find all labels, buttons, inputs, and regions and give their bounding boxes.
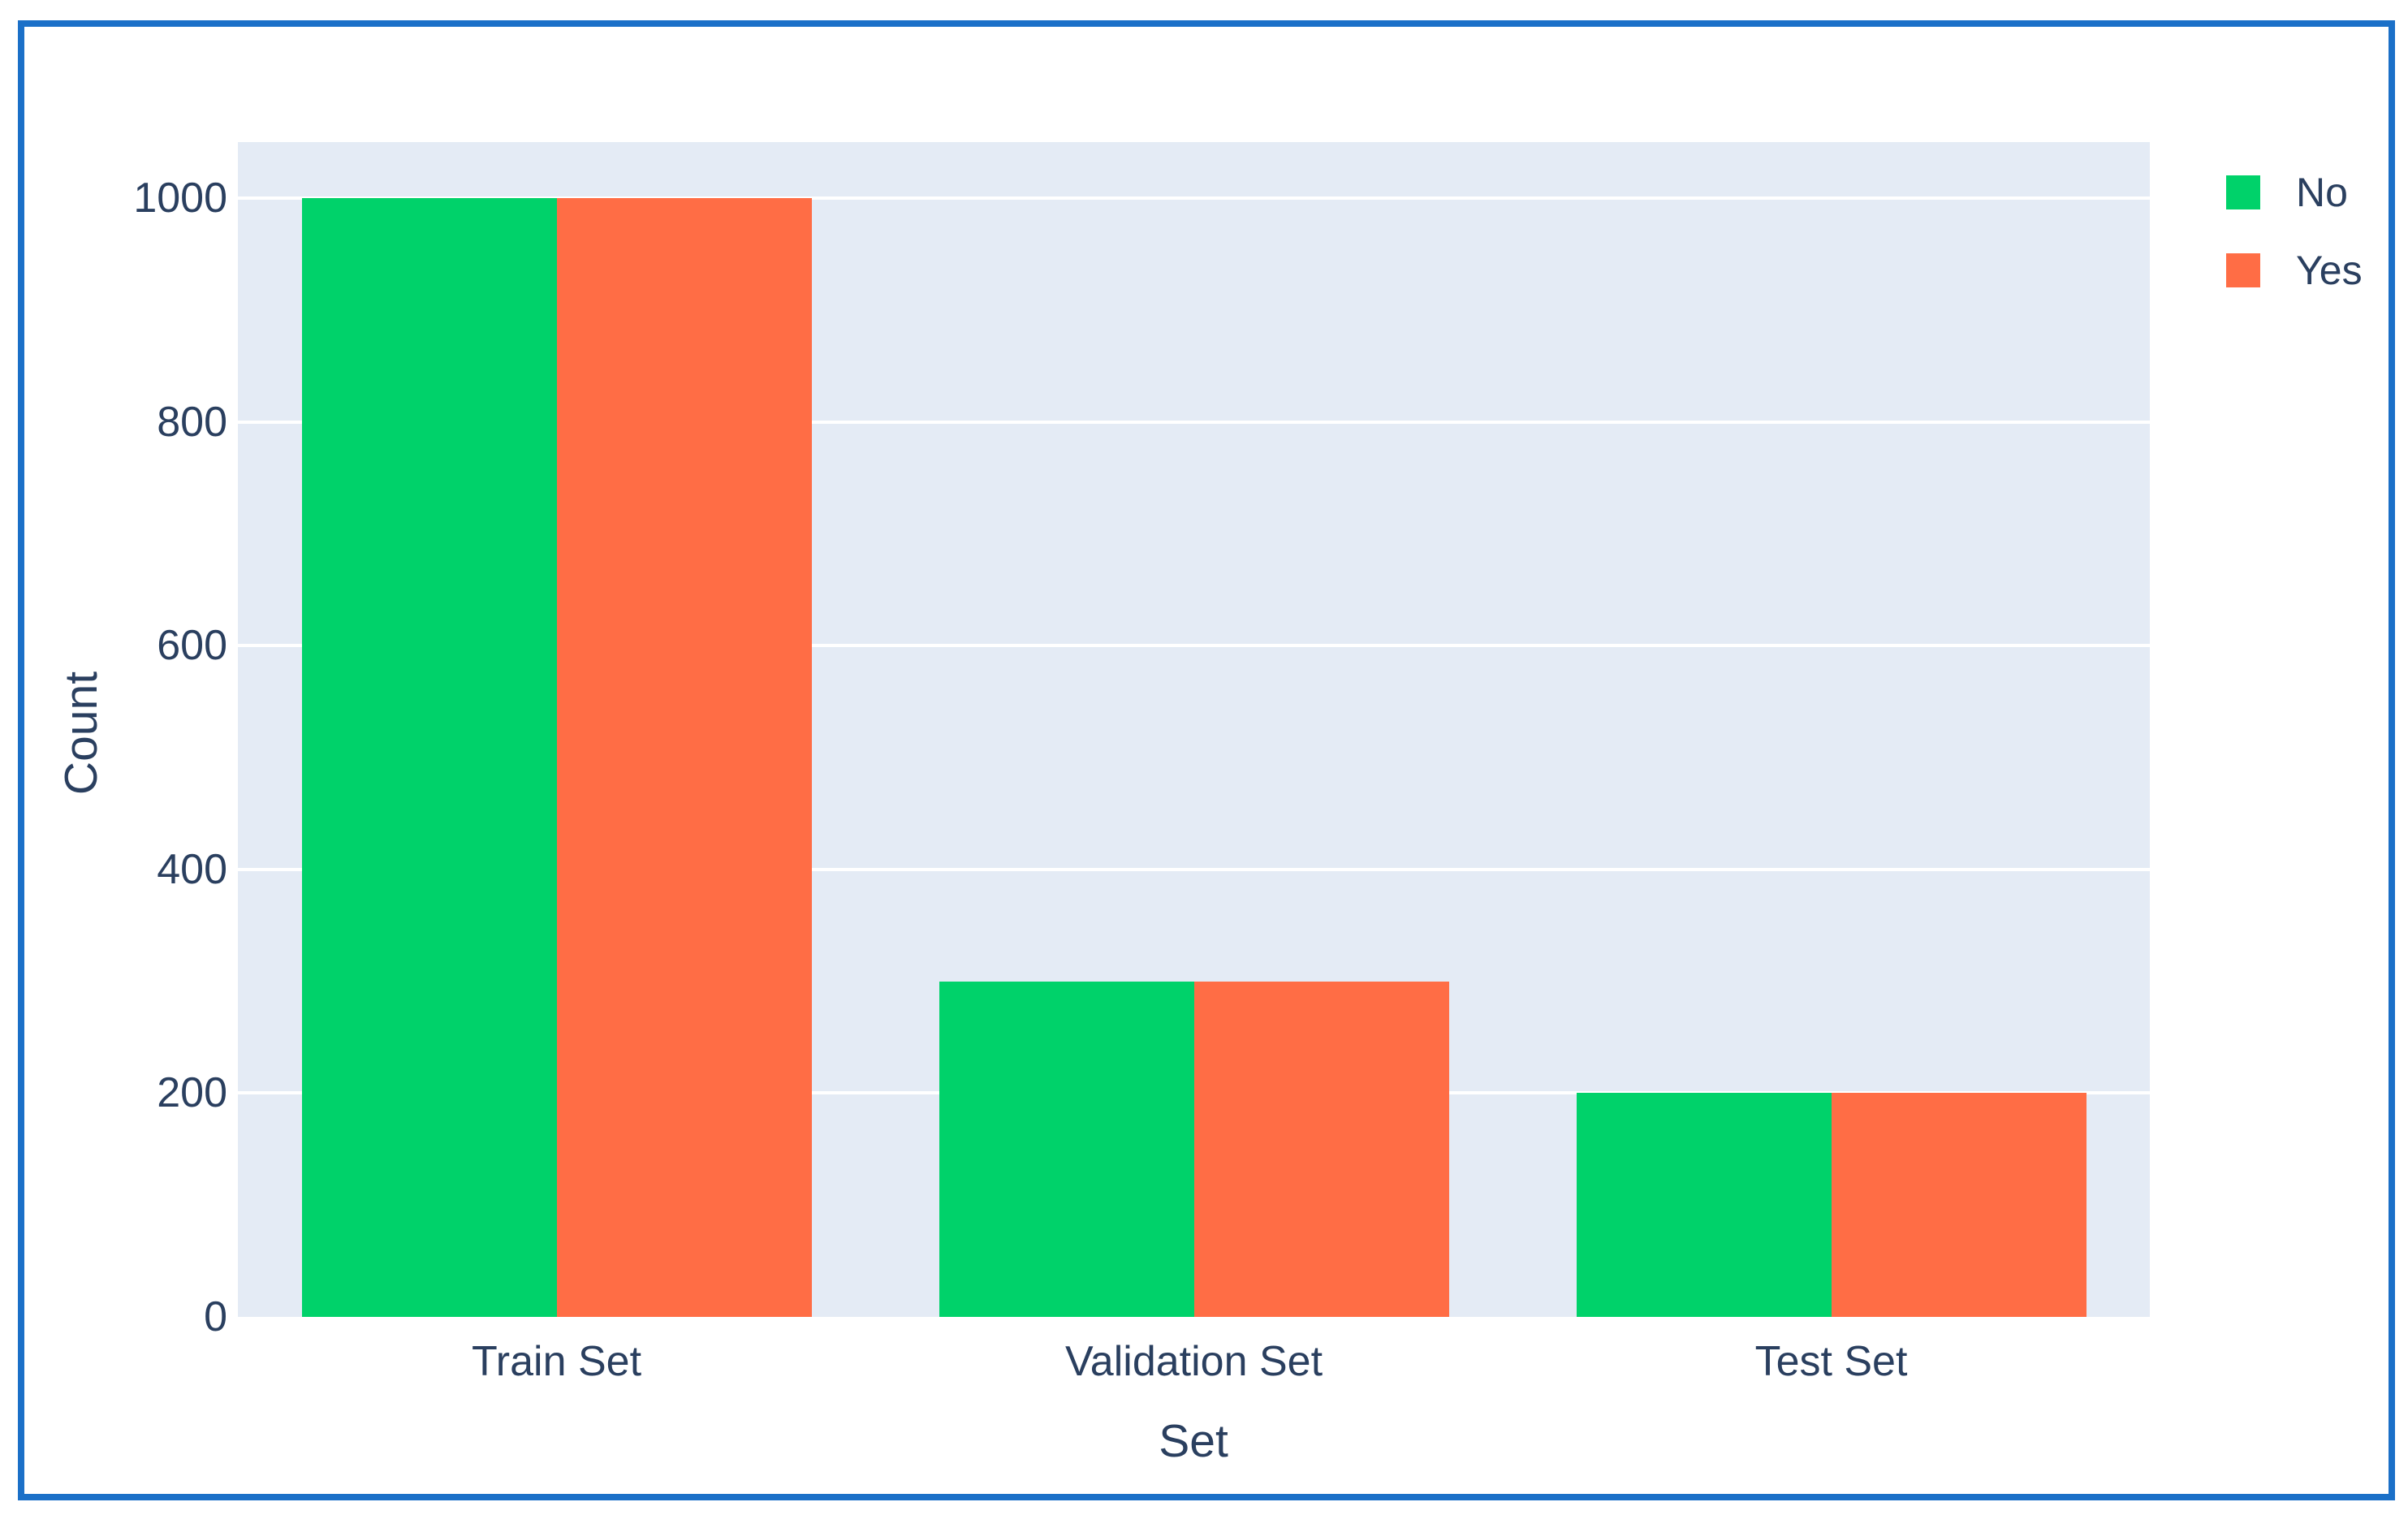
bar-no-validation-set[interactable] [939, 981, 1194, 1317]
plot-area [238, 142, 2150, 1317]
x-tick-label: Train Set [471, 1338, 642, 1385]
bar-yes-test-set[interactable] [1831, 1093, 2087, 1317]
legend-item-yes[interactable]: Yes [2226, 247, 2363, 294]
bar-no-train-set[interactable] [301, 197, 557, 1317]
bar-yes-validation-set[interactable] [1193, 981, 1449, 1317]
legend-label: No [2296, 170, 2348, 215]
gridline [238, 420, 2150, 424]
legend-label: Yes [2296, 248, 2363, 293]
x-axis-title: Set [1159, 1415, 1228, 1467]
y-tick-label: 200 [157, 1069, 227, 1117]
legend: No Yes [2226, 169, 2363, 294]
bar-yes-train-set[interactable] [556, 197, 812, 1317]
legend-swatch-icon [2226, 253, 2260, 287]
y-tick-label: 600 [157, 622, 227, 670]
gridline [238, 867, 2150, 871]
gridline [238, 644, 2150, 648]
y-tick-label: 0 [204, 1293, 227, 1340]
y-tick-label: 1000 [133, 174, 227, 222]
legend-swatch-icon [2226, 175, 2260, 209]
gridline [238, 196, 2150, 200]
x-tick-label: Test Set [1754, 1338, 1908, 1385]
legend-item-no[interactable]: No [2226, 169, 2363, 216]
x-tick-label: Validation Set [1064, 1338, 1323, 1385]
y-tick-label: 800 [157, 398, 227, 446]
y-tick-label: 400 [157, 845, 227, 893]
y-axis-title: Count [55, 671, 107, 796]
bar-no-test-set[interactable] [1576, 1093, 1832, 1317]
